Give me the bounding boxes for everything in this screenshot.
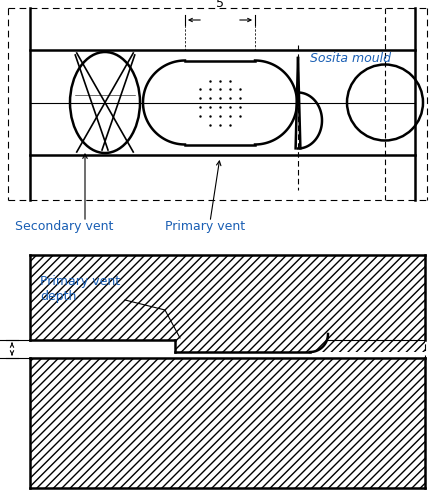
Text: Sosita mould: Sosita mould [309,52,390,65]
Text: Primary vent: Primary vent [164,220,245,233]
Bar [30,358,424,488]
Text: Secondary vent: Secondary vent [15,220,113,233]
Bar [30,255,174,340]
Text: 5: 5 [216,0,224,10]
Bar [174,255,424,352]
Text: Primary vent
depth: Primary vent depth [40,275,120,303]
Text: 0.5: 0.5 [0,340,2,358]
